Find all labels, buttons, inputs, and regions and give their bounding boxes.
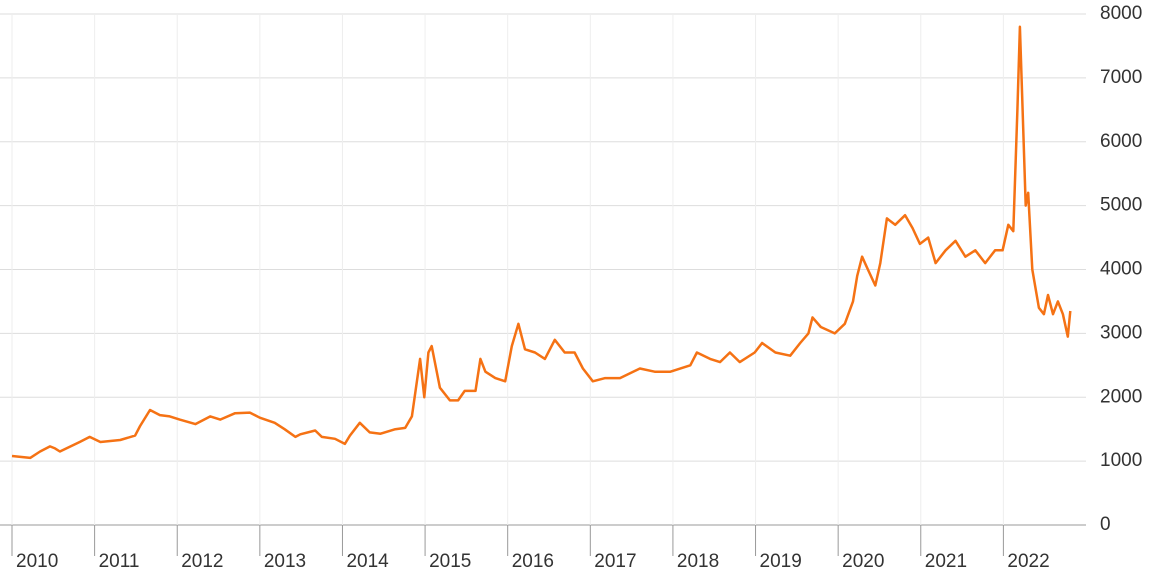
x-tick-label: 2018 <box>677 551 719 572</box>
x-tick-label: 2014 <box>346 551 389 572</box>
y-tick-label: 8000 <box>1100 3 1142 24</box>
x-tick-label: 2011 <box>99 551 140 572</box>
y-tick-label: 7000 <box>1100 67 1142 88</box>
x-tick-label: 2012 <box>181 551 223 572</box>
x-tick-label: 2021 <box>925 551 967 572</box>
x-tick-label: 2022 <box>1007 551 1049 572</box>
y-tick-label: 6000 <box>1100 131 1142 152</box>
y-tick-label: 4000 <box>1100 259 1142 280</box>
data-line <box>11 25 1072 460</box>
x-tick-label: 2016 <box>512 551 554 572</box>
y-tick-label: 2000 <box>1100 386 1142 407</box>
x-tick-label: 2017 <box>594 551 636 572</box>
x-tick-label: 2019 <box>760 551 802 572</box>
y-tick-label: 0 <box>1100 514 1111 535</box>
y-tick-label: 3000 <box>1100 322 1142 343</box>
x-tick-label: 2015 <box>429 551 471 572</box>
x-tick-label: 2020 <box>842 551 884 572</box>
x-tick-label: 2013 <box>264 551 306 572</box>
y-tick-label: 1000 <box>1100 450 1142 471</box>
x-tick-label: 2010 <box>16 551 58 572</box>
y-tick-label: 5000 <box>1100 195 1142 216</box>
